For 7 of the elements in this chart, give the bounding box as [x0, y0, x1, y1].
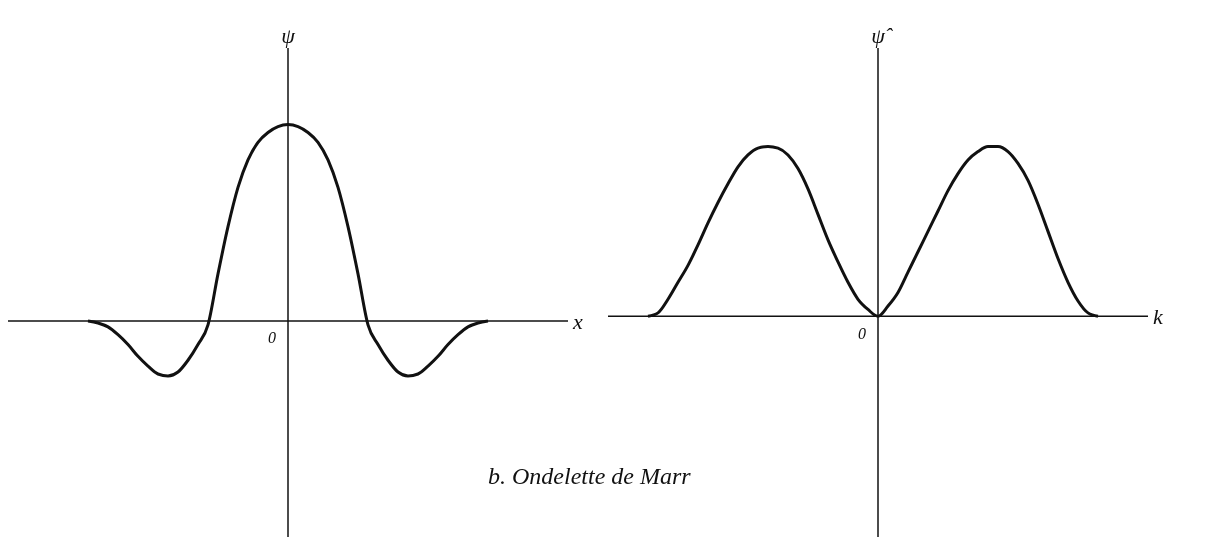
annotation: 0: [268, 329, 276, 347]
text: b. Ondelette de Marr: [488, 463, 691, 490]
y-axis-title: ψ̂: [871, 23, 894, 48]
x-axis-title: k: [1153, 304, 1164, 330]
y-axis-title: ψ: [281, 23, 296, 48]
x-axis-title: x: [572, 308, 583, 334]
text: 0: [858, 324, 866, 342]
